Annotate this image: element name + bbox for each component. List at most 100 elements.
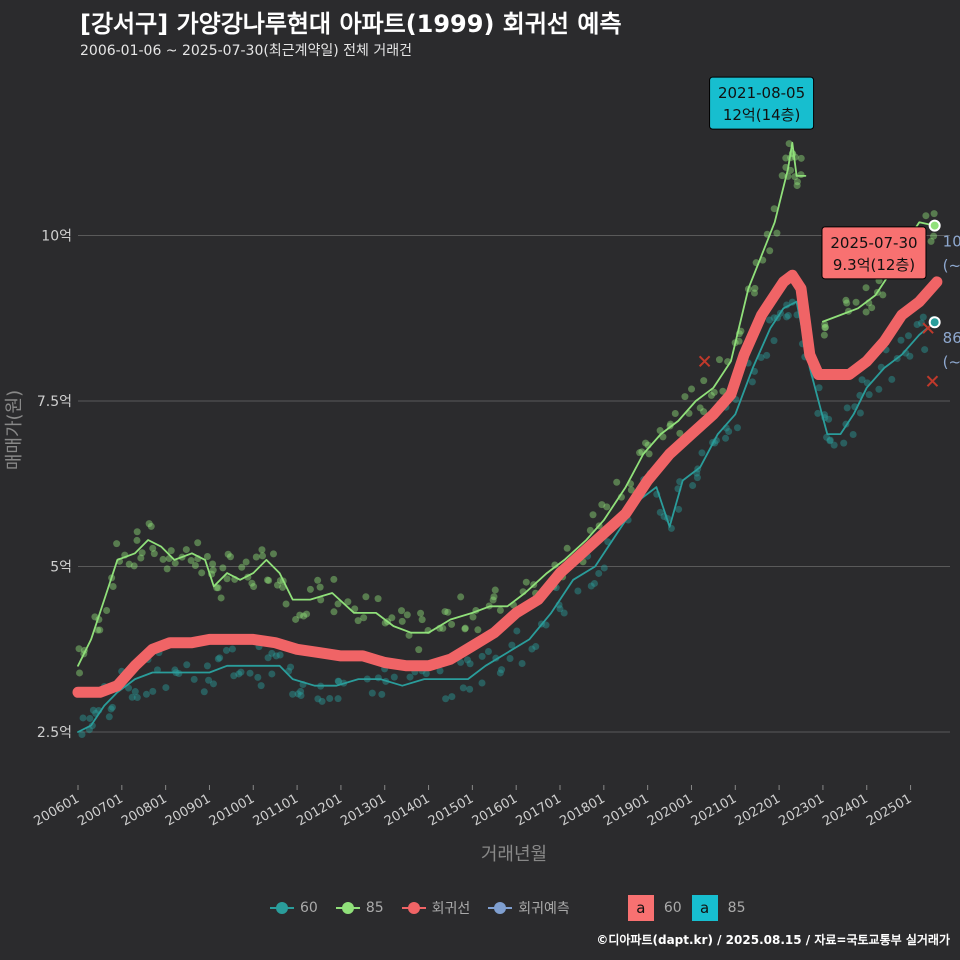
transaction-dot	[226, 553, 234, 561]
transaction-dot	[296, 611, 304, 619]
transaction-dot	[921, 346, 929, 354]
transaction-dot	[133, 528, 141, 536]
transaction-dot	[793, 182, 801, 190]
transaction-dot	[314, 695, 322, 703]
end-unit-label: (~60㎡)	[943, 353, 960, 371]
end-point	[928, 219, 941, 232]
transaction-dot	[466, 660, 474, 668]
transaction-dot	[917, 319, 925, 327]
transaction-dot	[906, 352, 914, 360]
y-axis-label: 매매가(원)	[4, 390, 25, 470]
transaction-dot	[725, 428, 733, 436]
annotation-box	[709, 76, 815, 130]
transaction-dot	[153, 666, 161, 674]
transaction-dot	[79, 714, 87, 722]
transaction-dot	[919, 313, 927, 321]
transaction-dot	[822, 323, 830, 331]
transaction-dot	[246, 669, 254, 677]
transaction-dot	[209, 680, 217, 688]
transaction-dot	[825, 415, 833, 423]
transaction-dot	[94, 626, 102, 634]
transaction-dot	[133, 694, 141, 702]
transaction-dot	[927, 237, 935, 245]
transaction-dot	[490, 593, 498, 601]
transaction-dot	[862, 284, 870, 292]
legend-box-85: a	[691, 895, 718, 921]
series-line-85	[77, 141, 807, 667]
transaction-dot	[147, 522, 155, 530]
transaction-dot	[149, 544, 157, 552]
transaction-dot	[205, 676, 213, 684]
x-tick-label: 202301	[776, 791, 826, 829]
annotation-value: 9.3억(12층)	[833, 256, 915, 274]
transaction-dot	[257, 682, 265, 690]
transaction-dot	[150, 550, 158, 558]
transaction-dot	[318, 697, 326, 705]
transaction-dot	[258, 546, 266, 554]
legend-item-85[interactable]: 85	[335, 898, 384, 918]
transaction-dot	[852, 298, 860, 306]
transaction-dot	[406, 673, 414, 681]
transaction-dot	[326, 695, 334, 703]
legend-item-regression[interactable]: 회귀선	[401, 898, 470, 918]
transaction-dot	[563, 544, 571, 552]
transaction-dot	[496, 606, 504, 614]
legend-item-60[interactable]: 60	[270, 898, 318, 918]
transaction-dot	[506, 655, 514, 663]
transaction-dot	[461, 624, 469, 632]
transaction-dot	[228, 645, 236, 653]
transaction-dot	[91, 613, 99, 621]
transaction-dot	[897, 336, 905, 344]
transaction-dot	[209, 560, 217, 568]
transaction-dot	[778, 172, 786, 180]
transaction-dot	[840, 439, 848, 447]
transaction-dot	[868, 304, 876, 312]
transaction-dot	[368, 689, 376, 697]
transaction-dot	[589, 511, 597, 519]
transaction-dot	[268, 649, 276, 657]
transaction-dot	[128, 693, 136, 701]
transaction-dot	[292, 615, 300, 623]
transaction-dot	[264, 654, 272, 662]
transaction-dot	[484, 647, 492, 655]
transaction-dot	[748, 378, 756, 386]
transaction-dot	[719, 387, 727, 395]
transaction-dot	[422, 670, 430, 678]
transaction-dot	[766, 247, 774, 255]
x-tick-label: 201001	[207, 791, 257, 829]
x-tick-label: 202101	[689, 791, 739, 829]
transaction-dot	[415, 646, 423, 654]
annotation-value: 12억(14층)	[723, 106, 800, 124]
transaction-dot	[183, 661, 191, 669]
transaction-dot	[86, 714, 94, 722]
transaction-dot	[200, 688, 208, 696]
transaction-dot	[448, 693, 456, 701]
legend-item-prediction[interactable]: 회귀예측	[488, 898, 570, 918]
transaction-dot	[268, 670, 276, 678]
transaction-dot	[466, 685, 474, 693]
series-line-60	[77, 300, 936, 733]
transaction-dot	[297, 692, 305, 700]
transaction-dot	[750, 289, 758, 297]
transaction-dot	[595, 569, 603, 577]
transaction-dot	[133, 536, 141, 544]
transaction-dot	[96, 626, 104, 634]
page-subtitle: 2006-01-06 ~ 2025-07-30(최근계약일) 전체 거래건	[80, 43, 412, 59]
transaction-dot	[105, 713, 113, 721]
page-title: [강서구] 가양강나루현대 아파트(1999) 회귀선 예측	[80, 10, 622, 38]
transaction-dot	[463, 656, 471, 664]
transaction-dot	[306, 585, 314, 593]
transaction-dot	[203, 662, 211, 670]
transaction-dot	[230, 672, 238, 680]
x-tick-label: 202201	[733, 791, 783, 829]
transaction-dot	[457, 593, 465, 601]
transaction-dot	[190, 675, 198, 683]
transaction-dot	[403, 611, 411, 619]
transaction-dot	[314, 576, 322, 584]
transaction-dot	[279, 583, 287, 591]
transaction-dot	[203, 552, 211, 560]
transaction-dot	[198, 569, 206, 577]
transaction-dot	[75, 645, 83, 653]
transaction-dot	[334, 695, 342, 703]
